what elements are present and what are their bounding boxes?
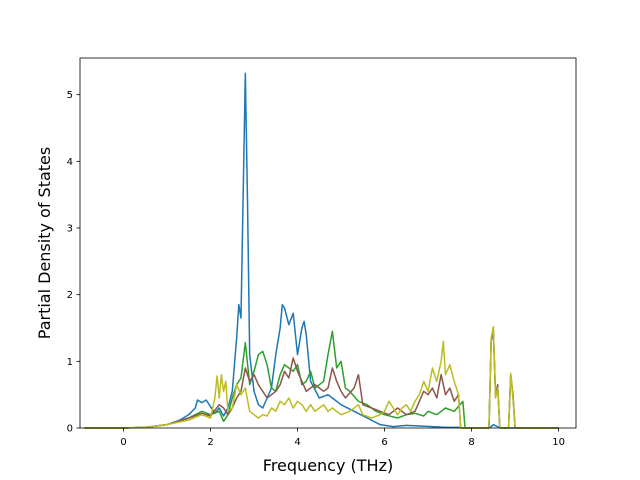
y-tick-label: 2 bbox=[67, 290, 73, 301]
y-tick-label: 4 bbox=[67, 157, 73, 168]
series-line-1 bbox=[84, 72, 559, 429]
y-tick-label: 5 bbox=[67, 90, 73, 101]
x-tick-label: 0 bbox=[120, 437, 126, 448]
x-tick-label: 2 bbox=[207, 437, 213, 448]
x-axis-ticks: 0 2 4 6 8 10 bbox=[120, 428, 565, 448]
plot-frame bbox=[79, 57, 577, 429]
y-tick-label: 0 bbox=[67, 424, 73, 435]
x-tick-label: 10 bbox=[552, 437, 565, 448]
x-tick-label: 6 bbox=[381, 437, 387, 448]
y-axis-ticks: 0 1 2 3 4 5 bbox=[67, 90, 80, 435]
y-tick-label: 1 bbox=[67, 357, 73, 368]
y-axis-label: Partial Density of States bbox=[35, 147, 54, 339]
y-tick-label: 3 bbox=[67, 224, 73, 235]
x-tick-label: 8 bbox=[468, 437, 474, 448]
x-tick-label: 4 bbox=[294, 437, 300, 448]
x-axis-label: Frequency (THz) bbox=[263, 456, 393, 475]
series-line-4 bbox=[84, 325, 559, 429]
plot-background bbox=[80, 58, 576, 428]
